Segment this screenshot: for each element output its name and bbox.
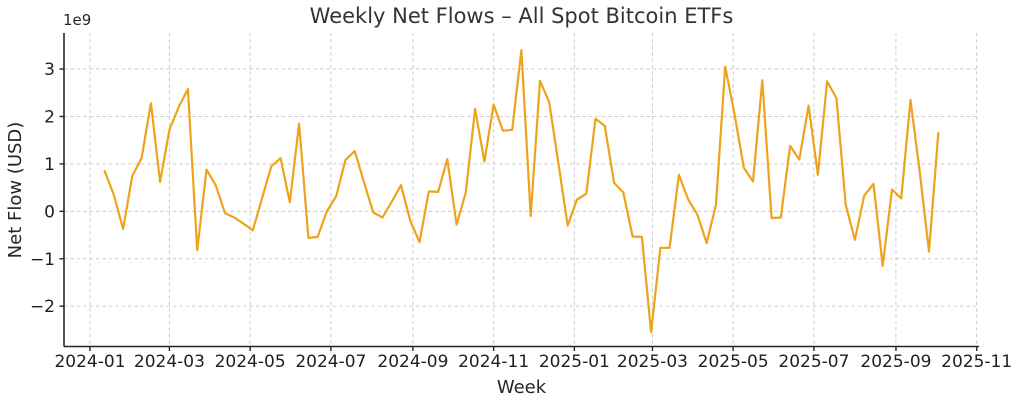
x-axis-label: Week <box>496 377 547 398</box>
x-tick-label: 2024-09 <box>377 352 448 372</box>
y-tick-label: 1 <box>44 155 55 175</box>
y-axis-offset-text: 1e9 <box>63 11 92 29</box>
net-flow-line <box>103 48 940 334</box>
x-tick-label: 2024-07 <box>295 352 366 372</box>
x-tick-label: 2025-03 <box>617 352 688 372</box>
y-tick-label: 2 <box>44 107 55 127</box>
y-tick-label: 0 <box>44 202 55 222</box>
x-tick-label: 2025-01 <box>539 352 610 372</box>
x-tick-label: 2024-05 <box>215 352 286 372</box>
chart-title: Weekly Net Flows – All Spot Bitcoin ETFs <box>309 4 734 28</box>
y-axis-label: Net Flow (USD) <box>5 121 26 259</box>
x-tick-label: 2024-01 <box>54 352 125 372</box>
x-tick-label: 2024-03 <box>134 352 205 372</box>
x-tick-label: 2025-07 <box>778 352 849 372</box>
y-tick-label: −1 <box>30 250 55 270</box>
y-tick-label: 3 <box>44 60 55 80</box>
x-tick-label: 2025-05 <box>698 352 769 372</box>
y-tick-label: −2 <box>30 297 55 317</box>
x-tick-label: 2024-11 <box>458 352 529 372</box>
x-tick-label: 2025-11 <box>941 352 1012 372</box>
x-tick-label: 2025-09 <box>860 352 931 372</box>
